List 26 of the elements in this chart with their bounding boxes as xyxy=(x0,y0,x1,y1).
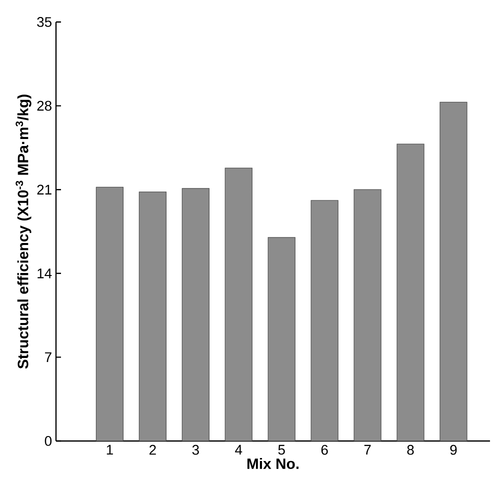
bar xyxy=(440,102,468,441)
x-tick-label: 2 xyxy=(150,444,156,455)
x-tick-label: 1 xyxy=(106,444,113,455)
x-tick-label: 5 xyxy=(278,444,285,455)
x-tick-label: 6 xyxy=(321,444,328,455)
x-tick-label: 9 xyxy=(450,444,457,455)
x-tick-label: 4 xyxy=(235,444,242,455)
bar xyxy=(96,186,124,441)
x-tick-label: 8 xyxy=(407,444,414,455)
bar xyxy=(354,189,382,441)
y-axis-title: Structural efficiency (X10$^{-3}$ MPa·m$^{3}$/kg) xyxy=(16,94,32,369)
y-tick-label: 14 xyxy=(38,268,52,278)
bar xyxy=(310,200,338,441)
bar xyxy=(224,168,252,441)
y-tick-label: 28 xyxy=(37,100,52,111)
bar xyxy=(268,237,296,441)
bar xyxy=(138,192,166,441)
x-tick-label: 3 xyxy=(192,444,199,455)
y-tick-label: 35 xyxy=(37,17,52,27)
y-tick-label: 0 xyxy=(44,436,52,446)
y-tick-label: 7 xyxy=(45,352,52,362)
bar xyxy=(182,188,210,441)
x-tick-label: 7 xyxy=(364,444,371,455)
x-axis-title: Mix No. xyxy=(247,458,299,469)
y-tick-label: 21 xyxy=(37,184,52,194)
bar xyxy=(396,144,424,441)
